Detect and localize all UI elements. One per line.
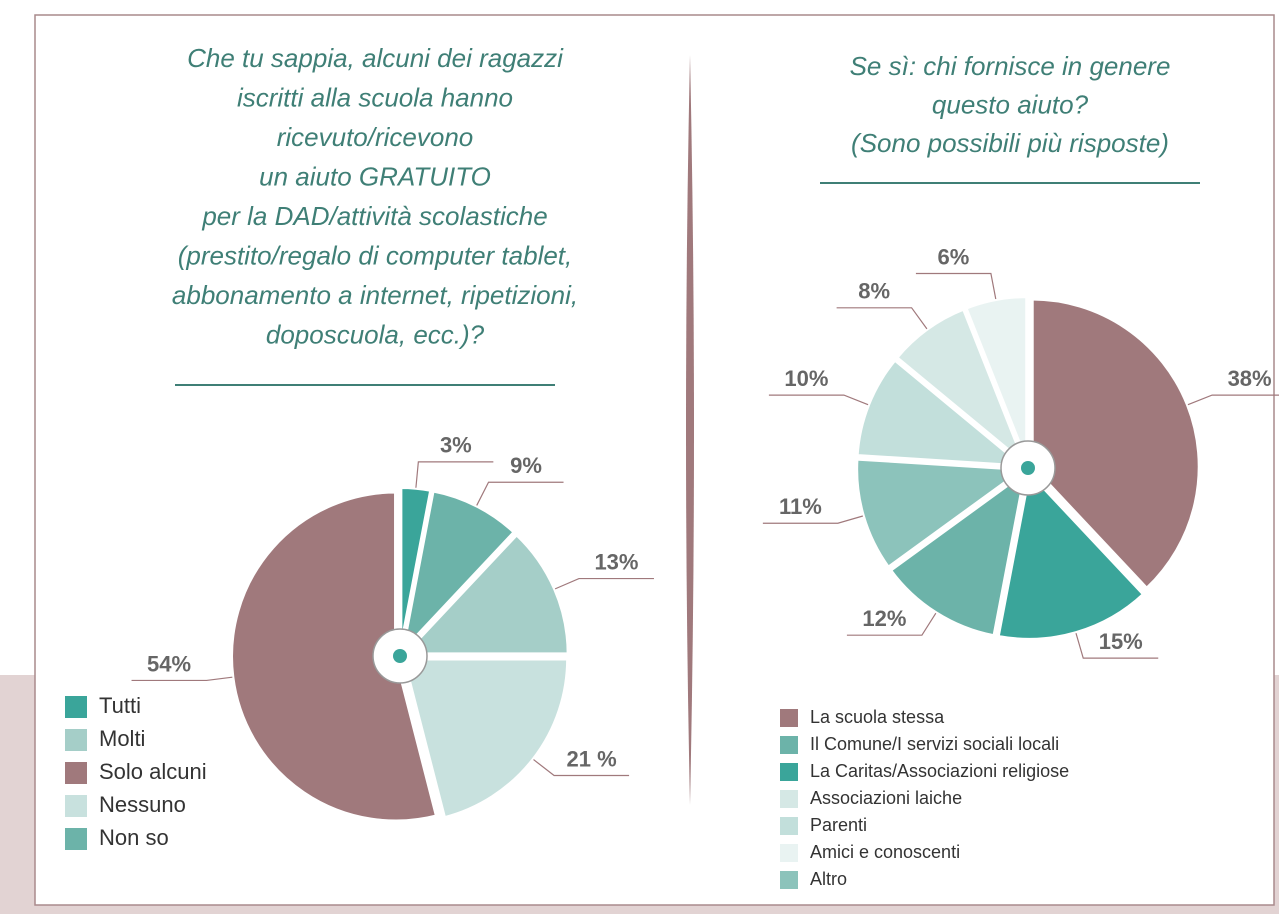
pie-slice [854,456,1030,571]
legend-label: Il Comune/I servizi sociali locali [810,734,1059,754]
value-label: 54% [147,651,191,676]
chart-title: abbonamento a internet, ripetizioni, [172,280,578,310]
legend-label: Non so [99,825,169,850]
legend-swatch [780,763,798,781]
value-label: 6% [938,244,970,269]
chart-title: ricevuto/ricevono [277,122,474,152]
value-label: 38% [1228,366,1272,391]
legend-label: Molti [99,726,145,751]
chart-title: questo aiuto? [932,89,1089,119]
value-label: 11% [779,494,822,519]
legend-label: Parenti [810,815,867,835]
legend-swatch [65,828,87,850]
legend-swatch [780,790,798,808]
legend-label: Nessuno [99,792,186,817]
legend-label: La Caritas/Associazioni religiose [810,761,1069,781]
chart-title: Se sì: chi fornisce in genere [850,51,1171,81]
leader-line [1187,394,1279,406]
chart-title: doposcuola, ecc.)? [266,319,485,349]
value-label: 8% [858,279,890,304]
legend-label: Altro [810,869,847,889]
legend-swatch [780,871,798,889]
value-label: 21 % [567,746,617,771]
pie-slice [398,488,518,659]
legend-swatch [65,696,87,718]
leader-line [836,307,928,330]
value-label: 3% [440,433,472,458]
pie-slice [229,489,440,824]
legend-swatch [780,844,798,862]
chart-title: Che tu sappia, alcuni dei ragazzi [187,43,564,73]
legend-label: Amici e conoscenti [810,842,960,862]
leader-line [554,577,654,590]
leader-line [915,272,997,300]
center-dot [1021,461,1035,475]
leader-line [768,394,869,406]
pie-slice [400,656,571,821]
legend-swatch [65,795,87,817]
chart-title: per la DAD/attività scolastiche [201,201,547,231]
leader-line [762,515,863,524]
chart-title: (Sono possibili più risposte) [851,128,1169,158]
leader-line [476,481,564,506]
legend-label: Tutti [99,693,141,718]
leader-line [131,676,233,682]
value-label: 12% [862,606,906,631]
legend-swatch [780,709,798,727]
leader-line [846,612,937,636]
leader-line [415,461,494,488]
chart-title: iscritti alla scuola hanno [237,82,513,112]
chart-title: (prestito/regalo di computer tablet, [178,240,573,270]
pie-slice [995,467,1147,642]
legend-label: Associazioni laiche [810,788,962,808]
value-label: 13% [594,549,638,574]
pie-slice [399,531,571,657]
value-label: 15% [1099,629,1143,654]
leader-line [533,759,630,777]
divider [686,55,694,805]
legend-label: La scuola stessa [810,707,945,727]
legend-swatch [780,736,798,754]
value-label: 10% [784,366,828,391]
leader-line [1075,633,1159,659]
center-dot [393,649,407,663]
chart-title: un aiuto GRATUITO [259,161,491,191]
legend-label: Solo alcuni [99,759,207,784]
legend-swatch [65,729,87,751]
legend-swatch [65,762,87,784]
legend-swatch [780,817,798,835]
pie-slice [1029,296,1202,592]
value-label: 9% [510,453,542,478]
